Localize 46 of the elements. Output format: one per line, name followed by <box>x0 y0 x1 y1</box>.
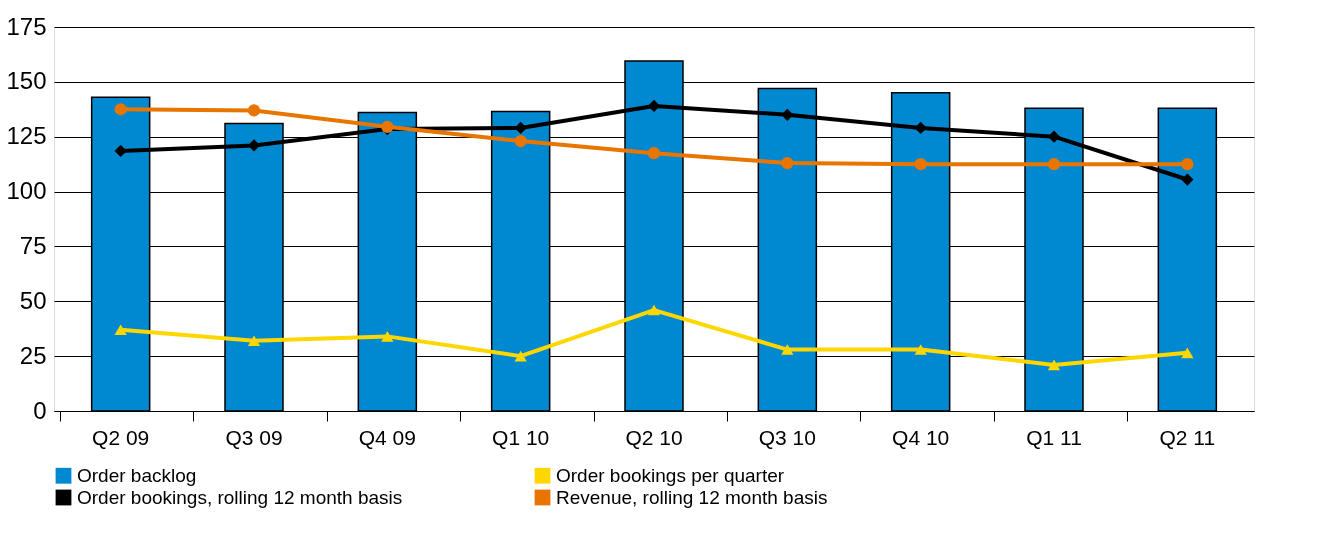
point <box>514 350 527 362</box>
point <box>381 331 394 342</box>
y-tick-label: 25 <box>19 341 47 369</box>
legend-label: Order bookings, rolling 12 month basis <box>77 486 403 508</box>
y-tick-label: 75 <box>19 231 47 259</box>
point <box>647 147 661 160</box>
point <box>914 344 927 355</box>
point <box>647 304 661 316</box>
point <box>781 156 794 170</box>
x-tick-label: Q3 10 <box>758 425 816 449</box>
point <box>247 139 261 152</box>
legend-label: Order bookings per quarter <box>556 464 785 486</box>
point <box>514 134 527 148</box>
y-tick-label: 100 <box>6 177 47 205</box>
x-tick-label: Q1 10 <box>492 425 550 449</box>
x-tick-label: Q2 09 <box>92 425 150 449</box>
point <box>647 99 661 113</box>
y-tick-label: 50 <box>19 286 47 314</box>
x-tick-label: Q4 09 <box>358 425 416 449</box>
x-tick-label: Q2 10 <box>625 425 683 449</box>
y-tick-label: 125 <box>6 122 47 150</box>
point <box>781 344 794 355</box>
point <box>1047 130 1061 143</box>
y-tick-label: 175 <box>6 12 47 40</box>
point <box>781 108 794 121</box>
point <box>1047 359 1061 371</box>
x-tick-label: Q3 09 <box>225 425 283 449</box>
point <box>1181 158 1194 171</box>
point <box>914 121 927 135</box>
point <box>1047 158 1061 171</box>
point <box>1181 347 1194 359</box>
point <box>114 144 127 158</box>
point <box>514 121 527 135</box>
point <box>114 324 127 336</box>
point <box>1181 173 1194 186</box>
x-tick-label: Q4 10 <box>892 425 950 449</box>
point <box>114 103 127 116</box>
legend-label: Revenue, rolling 12 month basis <box>556 486 828 508</box>
point <box>247 335 261 347</box>
y-tick-label: 0 <box>33 396 47 424</box>
legend-label: Order backlog <box>77 464 197 486</box>
point <box>247 104 261 117</box>
x-tick-label: Q1 11 <box>1026 425 1082 449</box>
point <box>914 158 927 171</box>
x-tick-label: Q2 11 <box>1159 425 1216 449</box>
y-tick-label: 150 <box>6 67 47 95</box>
